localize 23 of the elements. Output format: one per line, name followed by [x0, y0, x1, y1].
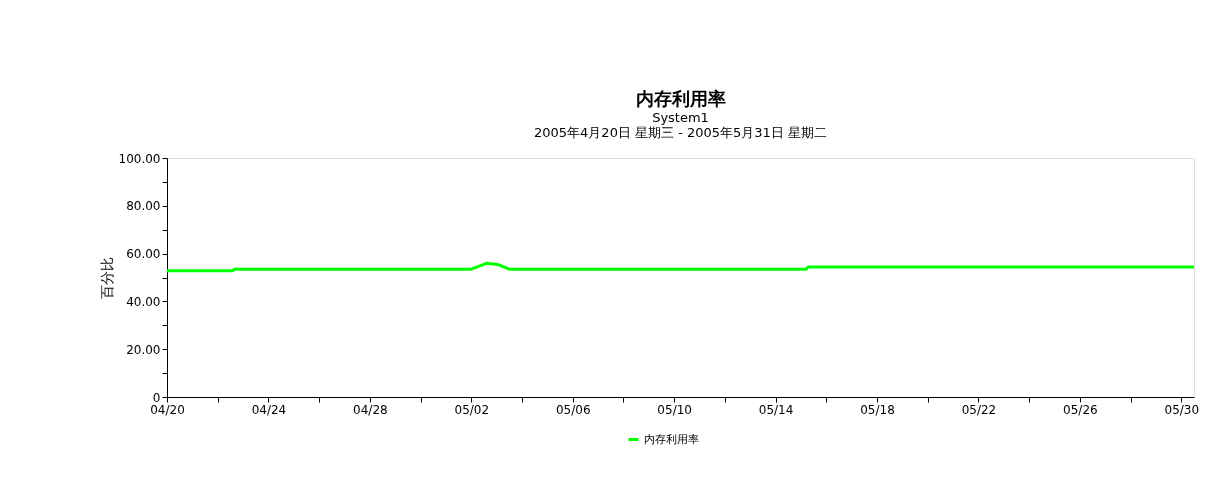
y-axis-title: 百分比 [98, 257, 115, 299]
chart-subtitle: System1 [652, 110, 709, 125]
x-tick-label: 04/20 [150, 402, 185, 417]
x-tick-label: 05/10 [657, 402, 692, 417]
y-tick-label: 80.00 [126, 199, 161, 214]
legend-label: 内存利用率 [644, 432, 699, 446]
y-tick-label: 20.00 [126, 342, 161, 357]
x-tick-label: 05/26 [1063, 402, 1098, 417]
y-tick-label: 40.00 [126, 294, 161, 309]
line-series [165, 261, 1196, 273]
x-tick-label: 05/06 [555, 402, 591, 417]
x-tick-label: 05/22 [961, 402, 997, 417]
y-tick-label: 100.00 [118, 151, 161, 166]
y-tick-label: 0 [152, 390, 161, 405]
text: 2005年4月20日 星期三 - 2005年5月31日 星期二 [533, 125, 828, 140]
x-tick-label: 05/02 [454, 402, 490, 417]
x-tick-label: 05/14 [758, 402, 794, 417]
x-tick-label: 04/24 [251, 402, 287, 417]
x-tick-label: 04/28 [353, 402, 388, 417]
chart-title: 内存利用率 [635, 88, 726, 109]
x-tick-label: 05/30 [1164, 402, 1200, 417]
y-tick-label: 60.00 [126, 247, 161, 262]
x-tick-label: 05/18 [860, 402, 895, 417]
